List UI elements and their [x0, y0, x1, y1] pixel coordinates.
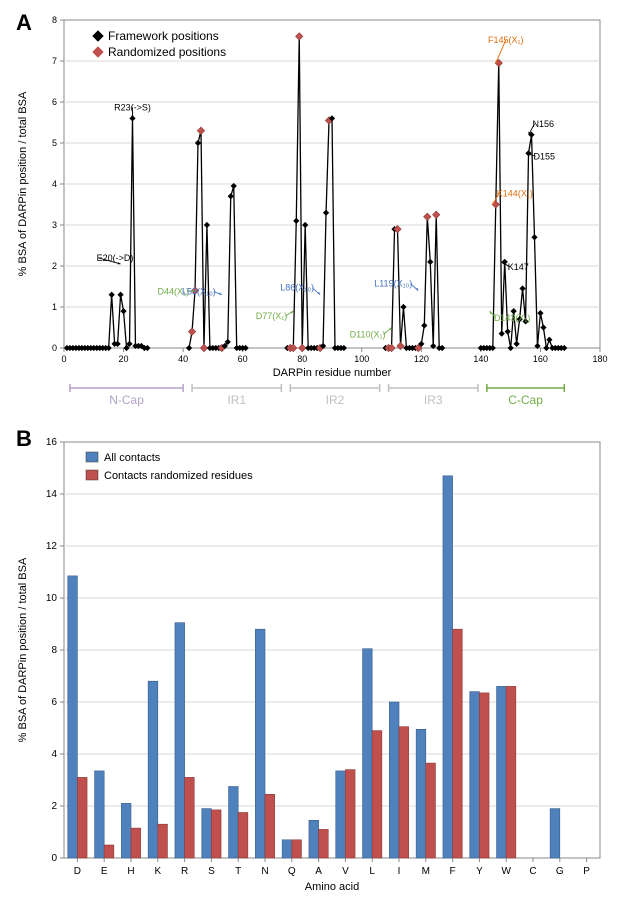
svg-text:140: 140: [473, 354, 488, 364]
svg-text:N156: N156: [533, 119, 555, 129]
svg-text:D143(X₁): D143(X₁): [494, 313, 531, 323]
svg-text:40: 40: [178, 354, 188, 364]
svg-text:1: 1: [52, 302, 57, 312]
svg-text:N-Cap: N-Cap: [109, 393, 144, 407]
svg-text:0: 0: [51, 853, 57, 864]
svg-text:L: L: [369, 866, 375, 877]
svg-text:E: E: [101, 866, 108, 877]
svg-text:F145(X₁): F145(X₁): [488, 35, 524, 45]
svg-text:R: R: [181, 866, 188, 877]
svg-text:% BSA of DARPin position / tot: % BSA of DARPin position / total BSA: [17, 91, 29, 276]
svg-text:P: P: [583, 866, 590, 877]
svg-text:100: 100: [354, 354, 369, 364]
svg-text:DARPin residue number: DARPin residue number: [273, 367, 392, 379]
svg-text:K144(X₁): K144(X₁): [497, 189, 533, 199]
svg-text:W: W: [501, 866, 511, 877]
svg-text:2: 2: [51, 801, 57, 812]
svg-text:3: 3: [52, 220, 57, 230]
svg-text:12: 12: [46, 541, 58, 552]
svg-text:5: 5: [52, 138, 57, 148]
svg-text:D110(X₁): D110(X₁): [350, 330, 386, 340]
svg-text:L53(X₁₀): L53(X₁₀): [182, 287, 216, 297]
svg-text:2: 2: [52, 261, 57, 271]
svg-text:Contacts randomized residues: Contacts randomized residues: [104, 470, 253, 482]
svg-text:180: 180: [592, 354, 607, 364]
svg-text:6: 6: [51, 697, 57, 708]
svg-text:0: 0: [52, 343, 57, 353]
svg-text:M: M: [422, 866, 430, 877]
svg-text:8: 8: [51, 645, 57, 656]
svg-text:6: 6: [52, 97, 57, 107]
svg-text:0: 0: [61, 354, 66, 364]
svg-text:K: K: [154, 866, 161, 877]
svg-text:N: N: [261, 866, 268, 877]
svg-text:D155: D155: [534, 151, 556, 161]
svg-text:D77(X₁): D77(X₁): [256, 311, 288, 321]
svg-text:C-Cap: C-Cap: [508, 393, 543, 407]
panel-b-label: B: [16, 426, 32, 452]
svg-text:Q: Q: [288, 866, 296, 877]
svg-text:A: A: [315, 866, 322, 877]
panel-a-wrap: A 012345678020406080100120140160180DARPi…: [10, 10, 612, 420]
svg-text:H: H: [127, 866, 134, 877]
svg-text:D: D: [74, 866, 81, 877]
panel-b-wrap: B 0246810121416DEHKRSTNQAVLIMFYWCGPAmino…: [10, 430, 612, 900]
svg-text:20: 20: [119, 354, 129, 364]
svg-text:Framework positions: Framework positions: [108, 29, 219, 43]
svg-text:IR1: IR1: [227, 393, 246, 407]
svg-text:IR2: IR2: [326, 393, 345, 407]
svg-text:L86(X₁₀): L86(X₁₀): [280, 283, 314, 293]
svg-text:Randomized positions: Randomized positions: [108, 45, 226, 59]
svg-text:T: T: [235, 866, 241, 877]
svg-text:7: 7: [52, 56, 57, 66]
svg-text:60: 60: [238, 354, 248, 364]
svg-text:16: 16: [46, 437, 58, 448]
svg-text:10: 10: [46, 593, 58, 604]
svg-text:120: 120: [414, 354, 429, 364]
svg-text:All contacts: All contacts: [104, 452, 161, 464]
svg-text:4: 4: [51, 749, 57, 760]
svg-text:K147: K147: [508, 262, 529, 272]
svg-text:F: F: [450, 866, 456, 877]
svg-text:R23(->S): R23(->S): [114, 102, 151, 112]
svg-text:E20(->D): E20(->D): [97, 253, 134, 263]
svg-text:8: 8: [52, 15, 57, 25]
svg-text:% BSA of DARPin position / tot: % BSA of DARPin position / total BSA: [17, 557, 29, 742]
svg-text:Amino acid: Amino acid: [305, 881, 359, 893]
svg-text:80: 80: [297, 354, 307, 364]
svg-text:I: I: [398, 866, 401, 877]
panel-a-label: A: [16, 10, 32, 36]
svg-text:S: S: [208, 866, 215, 877]
svg-text:L119(X₁₀): L119(X₁₀): [374, 279, 412, 289]
svg-text:14: 14: [46, 489, 58, 500]
svg-text:4: 4: [52, 179, 57, 189]
svg-text:IR3: IR3: [424, 393, 443, 407]
svg-text:G: G: [556, 866, 564, 877]
chart-b-svg: 0 2 4 6 8 10 12 14 16 D E H K R S T N Q A V L I M F Y W C G P Amino a…: [10, 430, 612, 900]
svg-text:Y: Y: [476, 866, 483, 877]
svg-text:C: C: [529, 866, 536, 877]
svg-text:160: 160: [533, 354, 548, 364]
chart-a-svg: 012345678020406080100120140160180DARPin …: [10, 10, 612, 420]
svg-text:V: V: [342, 866, 349, 877]
